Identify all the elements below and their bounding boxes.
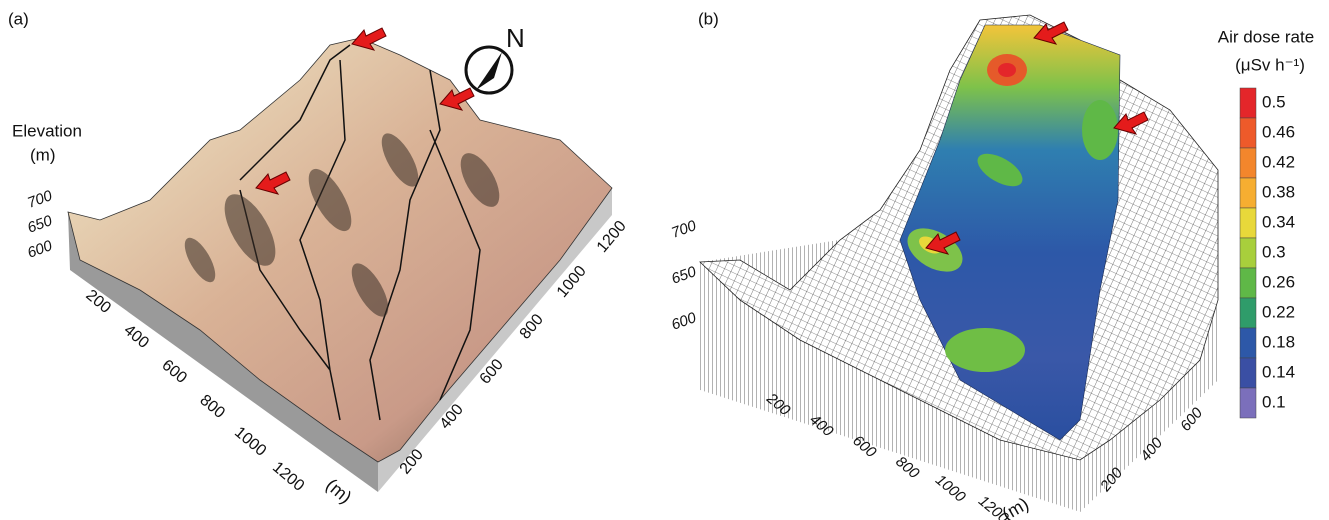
tick-label: 800 [196, 392, 227, 422]
z-axis-title: Elevation [12, 121, 82, 140]
tick-label: 600 [25, 237, 55, 262]
terrain-b [700, 15, 1218, 512]
panel-label: (b) [698, 9, 719, 28]
tick-label: 650 [25, 212, 55, 237]
tick-label: 1200 [269, 459, 307, 495]
tick-label: 1000 [932, 471, 969, 506]
colorbar-label: 0.5 [1262, 92, 1286, 111]
panel-label: (a) [8, 9, 29, 28]
tick-label: 700 [25, 187, 55, 212]
tick-label: 600 [158, 357, 189, 387]
colorbar-swatch [1240, 388, 1256, 418]
colorbar-swatch [1240, 328, 1256, 358]
tick-label: 1000 [231, 424, 269, 460]
colorbar-label: 0.18 [1262, 332, 1295, 351]
figure: (a) Elevation (m) N (m) (b) (m) Air dose… [0, 0, 1329, 520]
colorbar-swatch [1240, 238, 1256, 268]
colorbar-label: 0.42 [1262, 152, 1295, 171]
colorbar-unit: (μSv h⁻¹) [1235, 55, 1305, 74]
colorbar-label: 0.46 [1262, 122, 1295, 141]
colorbar-title: Air dose rate [1218, 27, 1314, 46]
colorbar-swatch [1240, 88, 1256, 118]
tick-label: 600 [669, 309, 699, 334]
tick-label: 650 [669, 263, 699, 288]
colorbar-swatch [1240, 178, 1256, 208]
colorbar-label: 0.34 [1262, 212, 1295, 231]
north-label: N [506, 23, 525, 53]
colorbar-swatch [1240, 358, 1256, 388]
colorbar-label: 0.14 [1262, 362, 1295, 381]
colorbar-label: 0.38 [1262, 182, 1295, 201]
colorbar-swatch [1240, 208, 1256, 238]
colorbar-swatch [1240, 118, 1256, 148]
z-axis-unit: (m) [30, 145, 55, 164]
colorbar-label: 0.22 [1262, 302, 1295, 321]
colorbar-swatch [1240, 268, 1256, 298]
x-axis-unit: (m) [322, 475, 356, 508]
colorbar-label: 0.26 [1262, 272, 1295, 291]
colorbar-swatch [1240, 148, 1256, 178]
terrain-a [68, 28, 612, 492]
colorbar-swatch [1240, 298, 1256, 328]
tick-label: 700 [669, 217, 699, 242]
tick-label: 400 [120, 322, 151, 352]
colorbar-label: 0.3 [1262, 242, 1286, 261]
colorbar-label: 0.1 [1262, 392, 1286, 411]
